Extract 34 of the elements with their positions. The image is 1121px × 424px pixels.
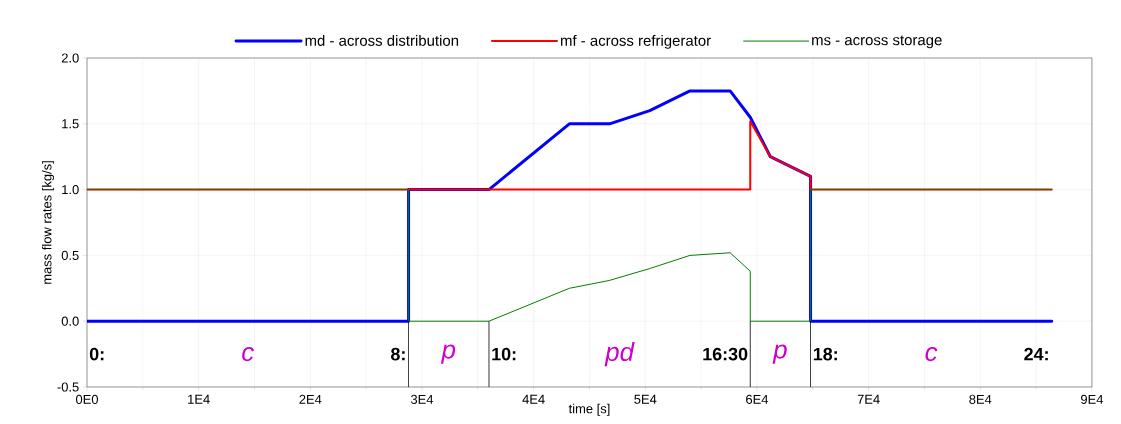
annotation: 18: bbox=[813, 347, 837, 361]
y-tick-label: 2.0 bbox=[61, 53, 79, 63]
line-series bbox=[87, 120, 1053, 191]
annotation: c bbox=[242, 347, 254, 362]
x-tick-label: 4E4 bbox=[522, 394, 545, 404]
x-tick-label: 9E4 bbox=[1081, 394, 1104, 404]
x-tick-label: 1E4 bbox=[188, 394, 210, 404]
annotation: p bbox=[772, 344, 787, 364]
annotation: p bbox=[440, 344, 456, 364]
y-tick-label: 0.5 bbox=[61, 250, 79, 260]
y-tick-label: 1.5 bbox=[62, 119, 79, 129]
x-tick-label: 5E4 bbox=[634, 394, 657, 404]
y-axis-title: mass flow rates [kg/s] bbox=[41, 161, 55, 284]
annotation: 10: bbox=[492, 347, 516, 361]
annotation: 8: bbox=[391, 347, 405, 361]
annotation: 24: bbox=[1024, 347, 1048, 361]
legend-label: mf - across refrigerator bbox=[561, 34, 711, 49]
x-tick-label: 8E4 bbox=[969, 394, 992, 404]
legend-label: ms - across storage bbox=[812, 35, 942, 49]
x-tick-label: 2E4 bbox=[299, 394, 322, 404]
annotation: 0: bbox=[89, 347, 104, 361]
x-axis-title: time [s] bbox=[568, 403, 610, 416]
x-tick-label: 3E4 bbox=[410, 394, 434, 404]
y-tick-label: -0.5 bbox=[57, 382, 79, 392]
annotation: pd bbox=[604, 342, 635, 367]
x-tick-label: 0E0 bbox=[75, 394, 99, 404]
legend-label: md - across distribution bbox=[305, 34, 459, 46]
y-tick-label: 0.0 bbox=[61, 316, 79, 326]
y-tick-label: 1.0 bbox=[62, 185, 79, 195]
line-series bbox=[87, 189, 1053, 322]
x-tick-label: 7E4 bbox=[857, 394, 880, 404]
x-tick-label: 6E4 bbox=[746, 394, 769, 404]
annotation: 16:30 bbox=[703, 347, 748, 361]
annotation: c bbox=[925, 347, 938, 362]
